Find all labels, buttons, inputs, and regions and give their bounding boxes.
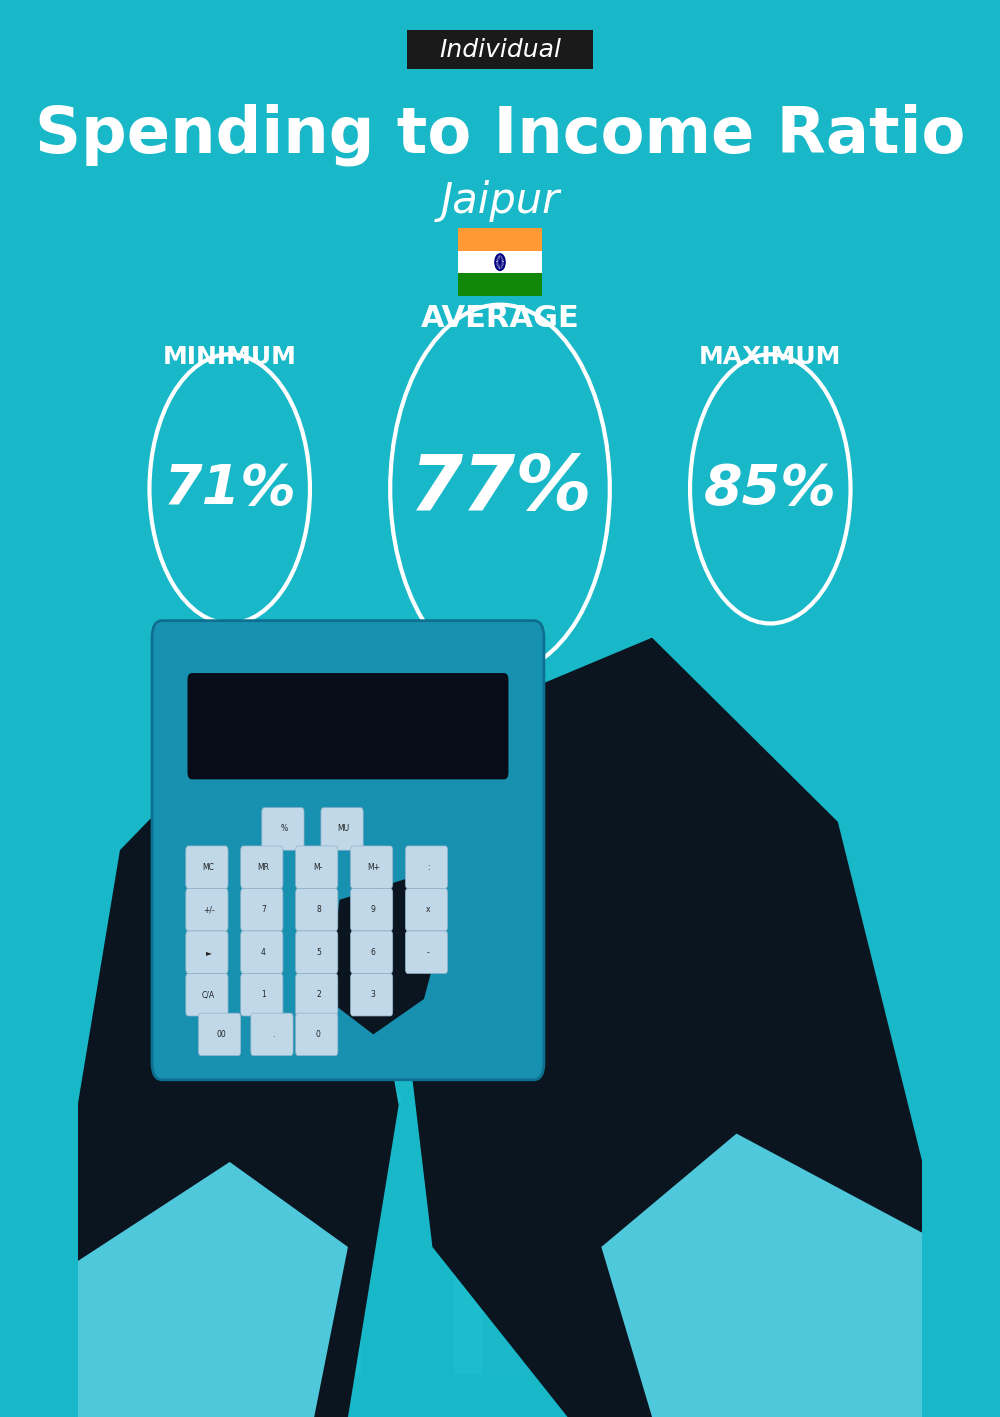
FancyBboxPatch shape	[241, 846, 283, 888]
Text: 85%: 85%	[704, 462, 837, 516]
Text: 8: 8	[316, 905, 321, 914]
Text: Jaipur: Jaipur	[440, 180, 560, 222]
Text: 6: 6	[371, 948, 376, 956]
FancyBboxPatch shape	[351, 846, 393, 888]
FancyBboxPatch shape	[186, 888, 228, 931]
Text: Spending to Income Ratio: Spending to Income Ratio	[35, 103, 965, 166]
FancyBboxPatch shape	[405, 888, 448, 931]
FancyBboxPatch shape	[186, 931, 228, 973]
Text: 2: 2	[316, 990, 321, 999]
Text: %: %	[281, 825, 288, 833]
Bar	[644, 1285, 728, 1308]
Bar	[644, 1247, 728, 1270]
Text: $: $	[817, 1282, 842, 1316]
Text: AVERAGE: AVERAGE	[421, 305, 579, 333]
FancyBboxPatch shape	[152, 621, 544, 1080]
FancyBboxPatch shape	[296, 1013, 338, 1056]
Polygon shape	[601, 1134, 922, 1417]
Text: :: :	[427, 863, 429, 871]
Text: +/-: +/-	[203, 905, 214, 914]
Text: MAXIMUM: MAXIMUM	[699, 346, 841, 368]
Text: $: $	[744, 1233, 763, 1261]
Text: 71%: 71%	[163, 462, 296, 516]
Polygon shape	[451, 893, 768, 1124]
Text: 3: 3	[371, 990, 376, 999]
Polygon shape	[78, 737, 399, 1417]
Circle shape	[499, 261, 501, 264]
Bar	[644, 1272, 728, 1295]
Text: 00: 00	[216, 1030, 226, 1039]
FancyBboxPatch shape	[405, 931, 448, 973]
Polygon shape	[648, 978, 791, 1374]
FancyBboxPatch shape	[351, 973, 393, 1016]
Polygon shape	[327, 879, 441, 1034]
FancyBboxPatch shape	[241, 973, 283, 1016]
FancyBboxPatch shape	[186, 973, 228, 1016]
Polygon shape	[390, 751, 610, 1374]
FancyBboxPatch shape	[262, 808, 304, 850]
Bar	[644, 1298, 728, 1321]
Bar	[644, 1311, 728, 1333]
Polygon shape	[399, 638, 922, 1417]
FancyBboxPatch shape	[296, 888, 338, 931]
FancyBboxPatch shape	[186, 846, 228, 888]
Text: M-: M-	[314, 863, 323, 871]
Bar	[458, 228, 542, 251]
Text: 9: 9	[371, 905, 376, 914]
Polygon shape	[78, 1162, 348, 1417]
FancyBboxPatch shape	[198, 1013, 241, 1056]
FancyBboxPatch shape	[296, 846, 338, 888]
Bar	[587, 1270, 633, 1374]
Bar	[458, 273, 542, 296]
Text: MINIMUM: MINIMUM	[163, 346, 297, 368]
Text: 77%: 77%	[409, 452, 591, 526]
Text: .: .	[272, 1030, 275, 1039]
Text: 7: 7	[261, 905, 266, 914]
FancyBboxPatch shape	[187, 673, 508, 779]
Text: MU: MU	[338, 825, 350, 833]
Bar	[458, 251, 542, 273]
Bar	[655, 955, 673, 1043]
FancyBboxPatch shape	[407, 30, 593, 69]
Text: 0: 0	[316, 1030, 321, 1039]
FancyBboxPatch shape	[351, 888, 393, 931]
Text: 1: 1	[261, 990, 266, 999]
FancyBboxPatch shape	[296, 931, 338, 973]
Text: -: -	[427, 948, 430, 956]
Text: 4: 4	[261, 948, 266, 956]
FancyBboxPatch shape	[405, 846, 448, 888]
Circle shape	[772, 1186, 887, 1379]
Circle shape	[709, 1159, 797, 1306]
Text: ►: ►	[206, 948, 212, 956]
Bar	[483, 1124, 736, 1374]
Text: 5: 5	[316, 948, 321, 956]
FancyBboxPatch shape	[321, 808, 363, 850]
FancyBboxPatch shape	[241, 931, 283, 973]
FancyBboxPatch shape	[251, 1013, 293, 1056]
Text: MC: MC	[203, 863, 215, 871]
Text: MR: MR	[258, 863, 270, 871]
Text: C/A: C/A	[202, 990, 215, 999]
Text: x: x	[426, 905, 430, 914]
FancyBboxPatch shape	[351, 931, 393, 973]
Bar	[644, 1323, 728, 1346]
FancyBboxPatch shape	[296, 973, 338, 1016]
FancyBboxPatch shape	[241, 888, 283, 931]
Text: Individual: Individual	[439, 38, 561, 61]
Polygon shape	[259, 921, 403, 1374]
Text: M+: M+	[367, 863, 380, 871]
Bar	[644, 1260, 728, 1282]
